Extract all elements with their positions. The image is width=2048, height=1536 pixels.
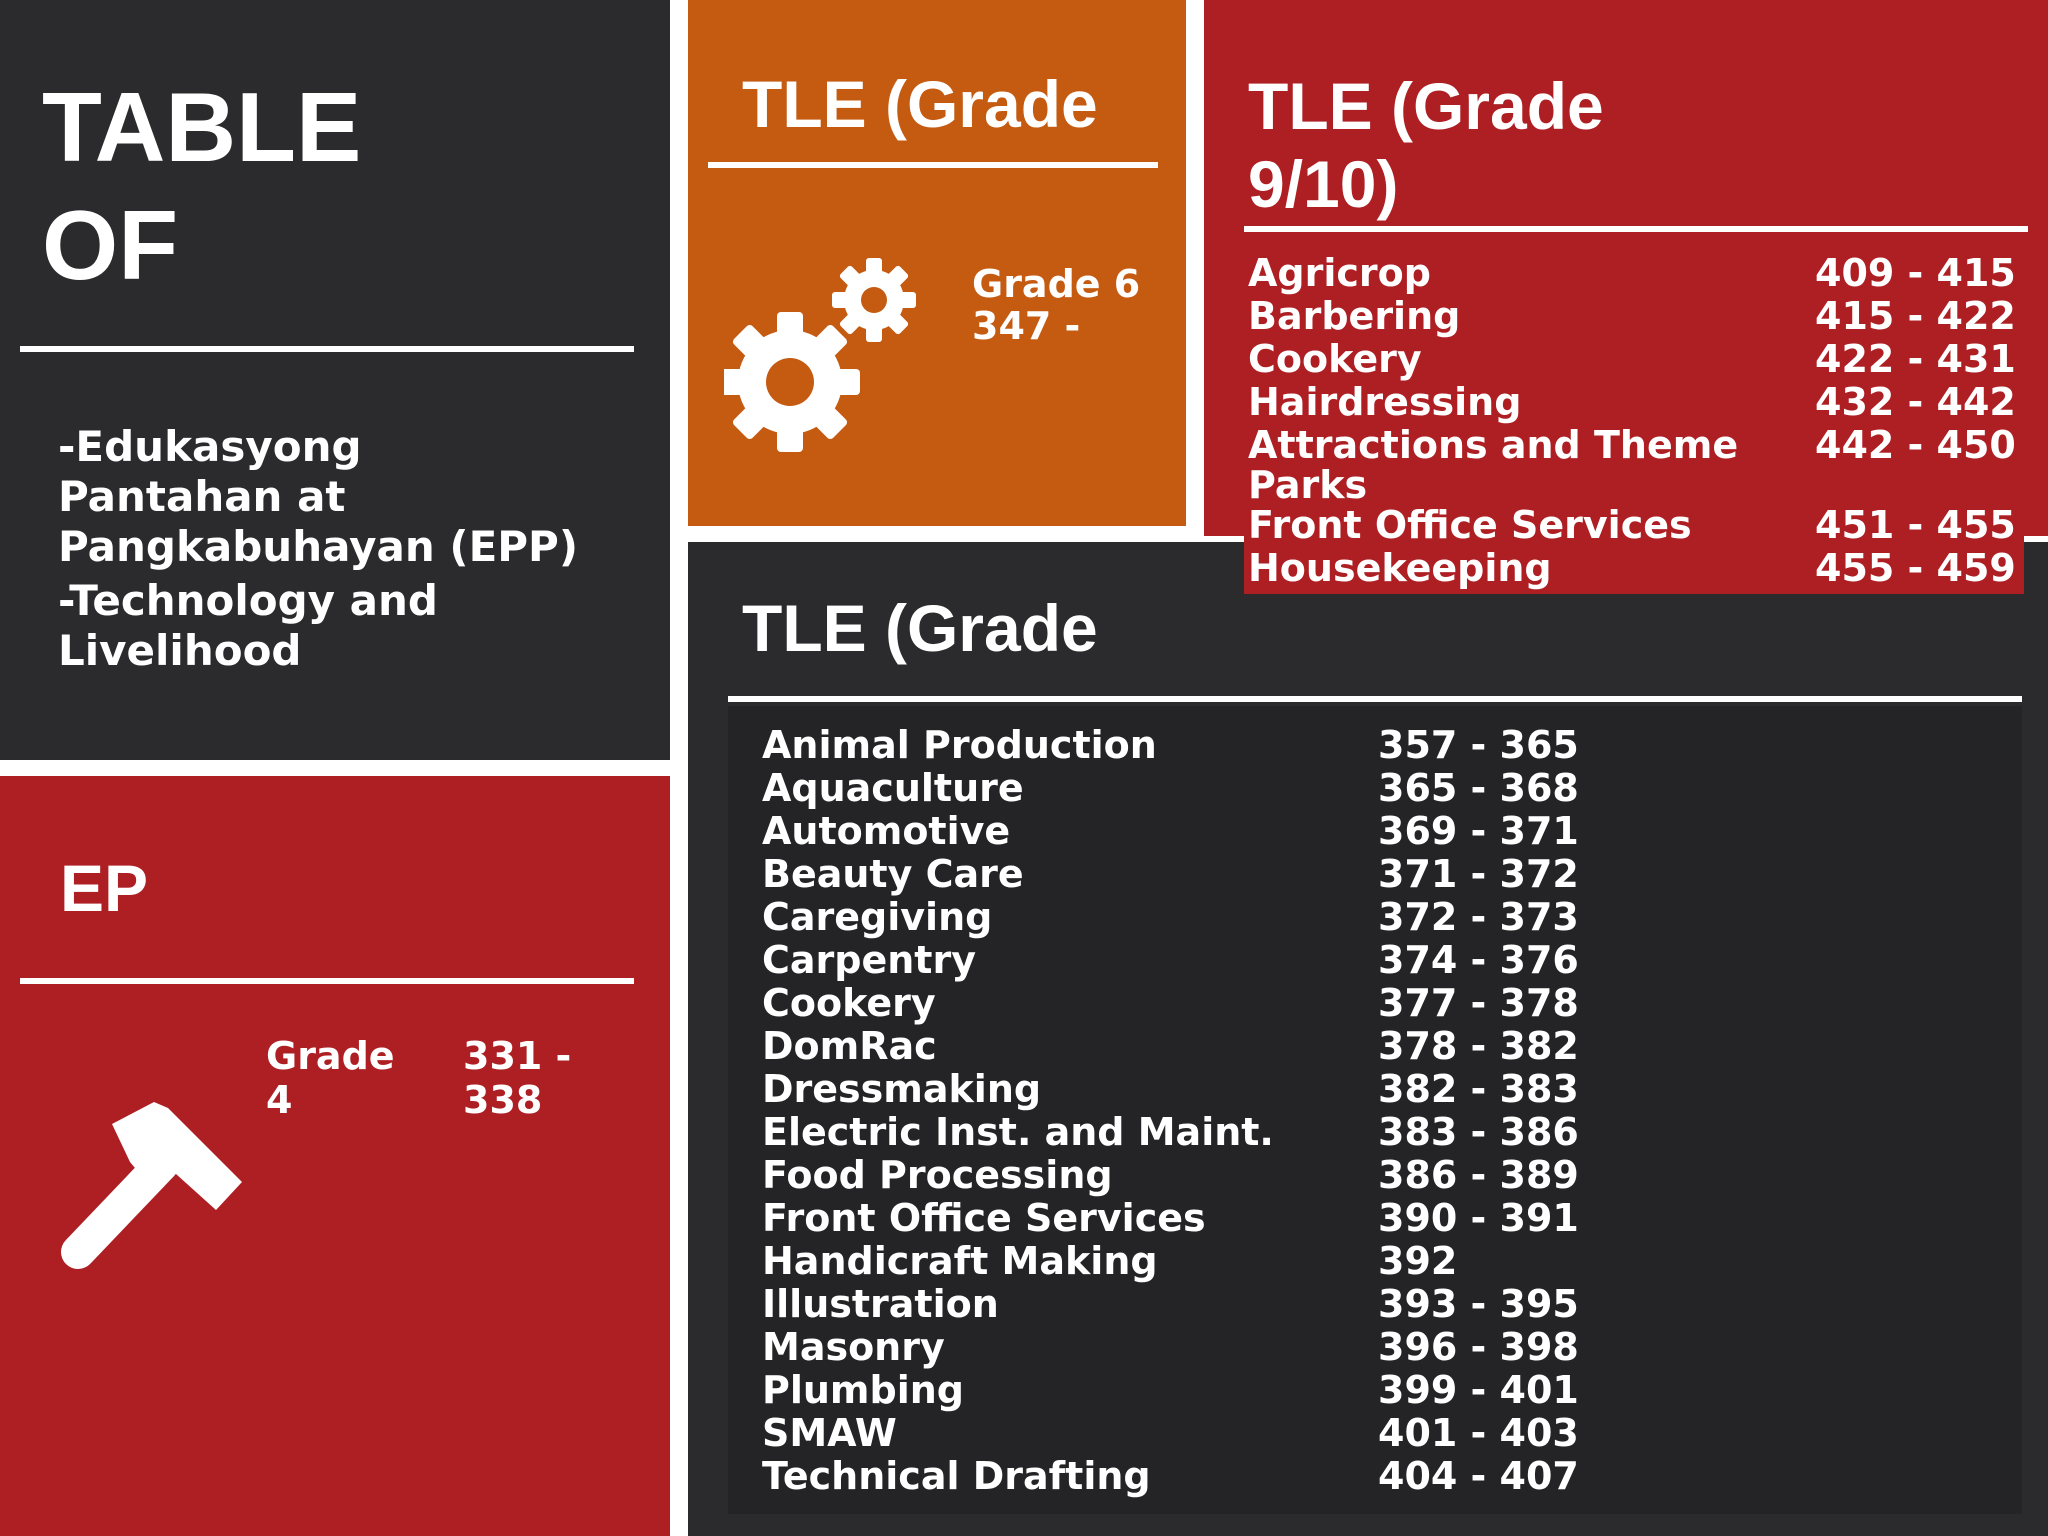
- toc-item: -Technology and: [58, 576, 438, 625]
- ep-grade-line1: Grade: [266, 1034, 395, 1078]
- tle78-title: TLE (Grade: [742, 591, 1098, 665]
- tle78-row-pages: 392: [1378, 1239, 1458, 1283]
- tle78-row-pages: 393 - 395: [1378, 1282, 1579, 1326]
- tle78-row-name: Cookery: [762, 981, 936, 1025]
- tle910-row-name-cont: Parks: [1248, 463, 1368, 507]
- tle6-grade: Grade 6: [972, 262, 1141, 306]
- tle78-row-name: Carpentry: [762, 938, 976, 982]
- tle6-tile: TLE (Grade Grade 6 347 -: [688, 0, 1186, 526]
- hammer-icon: [61, 1102, 242, 1269]
- tle78-row-pages: 383 - 386: [1378, 1110, 1579, 1154]
- tle78-row-name: Aquaculture: [762, 766, 1024, 810]
- tle6-divider: [708, 162, 1158, 168]
- tle78-row-pages: 357 - 365: [1378, 723, 1579, 767]
- tle78-tile: TLE (Grade Animal Production 357 - 365 A…: [688, 542, 2048, 1536]
- tle78-list-panel: Animal Production 357 - 365 Aquaculture …: [728, 706, 2022, 1514]
- tle78-row-name: Illustration: [762, 1282, 999, 1326]
- tle78-row-pages: 371 - 372: [1378, 852, 1579, 896]
- toc-item: Pantahan at: [58, 472, 346, 521]
- tle910-row-name: Agricrop: [1248, 251, 1431, 295]
- tle78-row-name: Handicraft Making: [762, 1239, 1158, 1283]
- toc-title-line2: OF: [42, 190, 179, 300]
- tle910-row-pages: 409 - 415: [1815, 251, 2016, 295]
- tle78-row-pages: 382 - 383: [1378, 1067, 1579, 1111]
- tle78-row-name: Caregiving: [762, 895, 993, 939]
- tle78-row-pages: 390 - 391: [1378, 1196, 1579, 1240]
- tle910-row-name: Hairdressing: [1248, 380, 1522, 424]
- tle910-row-name: Front Office Services: [1248, 503, 1692, 547]
- tle78-row-name: Beauty Care: [762, 852, 1024, 896]
- tle910-title-line1: TLE (Grade: [1248, 69, 1604, 143]
- ep-divider: [20, 978, 634, 984]
- toc-tile: TABLE OF -Edukasyong Pantahan at Pangkab…: [0, 0, 670, 760]
- tle910-list-panel: Agricrop 409 - 415 Barbering 415 - 422 C…: [1244, 246, 2024, 594]
- tle78-row-pages: 378 - 382: [1378, 1024, 1579, 1068]
- tle78-row-name: Automotive: [762, 809, 1011, 853]
- tle910-row-name: Cookery: [1248, 337, 1422, 381]
- tle6-pages: 347 -: [972, 304, 1081, 348]
- tle910-row-pages: 451 - 455: [1815, 503, 2016, 547]
- tle78-row-pages: 399 - 401: [1378, 1368, 1579, 1412]
- tle78-row-name: SMAW: [762, 1411, 897, 1455]
- tle910-row-name: Housekeeping: [1248, 546, 1552, 590]
- tle78-row-name: Front Office Services: [762, 1196, 1206, 1240]
- tle78-row-name: Dressmaking: [762, 1067, 1042, 1111]
- ep-pages-line1: 331 -: [463, 1034, 572, 1078]
- tle78-row-pages: 404 - 407: [1378, 1454, 1579, 1498]
- ep-title: EP: [60, 851, 149, 925]
- tle78-row-pages: 365 - 368: [1378, 766, 1579, 810]
- tle910-row-pages: 455 - 459: [1815, 546, 2016, 590]
- tle910-row-pages: 415 - 422: [1815, 294, 2016, 338]
- ep-grade-line2: 4: [266, 1078, 293, 1122]
- tle78-row-pages: 396 - 398: [1378, 1325, 1579, 1369]
- tle78-row-pages: 372 - 373: [1378, 895, 1579, 939]
- tle910-row-pages: 432 - 442: [1815, 380, 2016, 424]
- tle78-row-name: Masonry: [762, 1325, 945, 1369]
- tle78-row-name: Plumbing: [762, 1368, 965, 1412]
- tle78-row-name: Technical Drafting: [762, 1454, 1151, 1498]
- tle78-row-name: Animal Production: [762, 723, 1157, 767]
- ep-tile: EP Grade 4 331 - 338: [0, 776, 670, 1536]
- toc-title-line1: TABLE: [42, 72, 362, 182]
- tle910-row-pages: 422 - 431: [1815, 337, 2016, 381]
- tle910-row-name: Barbering: [1248, 294, 1461, 338]
- tle78-row-pages: 369 - 371: [1378, 809, 1579, 853]
- tle6-title: TLE (Grade: [742, 67, 1098, 141]
- tle910-title-line2: 9/10): [1248, 147, 1399, 221]
- tle78-row-pages: 401 - 403: [1378, 1411, 1579, 1455]
- tle78-row-name: Electric Inst. and Maint.: [762, 1110, 1274, 1154]
- tle78-row-pages: 386 - 389: [1378, 1153, 1579, 1197]
- tle78-row-name: Food Processing: [762, 1153, 1113, 1197]
- toc-item: -Edukasyong: [58, 422, 362, 471]
- ep-pages-line2: 338: [463, 1078, 543, 1122]
- toc-divider: [20, 346, 634, 352]
- tle78-row-pages: 377 - 378: [1378, 981, 1579, 1025]
- toc-item: Livelihood: [58, 626, 302, 672]
- gears-icon: [724, 258, 916, 452]
- tle78-row-pages: 374 - 376: [1378, 938, 1579, 982]
- tle78-divider: [728, 696, 2022, 702]
- tle910-row-pages: 442 - 450: [1815, 423, 2016, 467]
- tle910-divider: [1244, 226, 2028, 232]
- tle78-row-name: DomRac: [762, 1024, 937, 1068]
- toc-item: Pangkabuhayan (EPP): [58, 522, 579, 571]
- tle910-row-name: Attractions and Theme: [1248, 423, 1739, 467]
